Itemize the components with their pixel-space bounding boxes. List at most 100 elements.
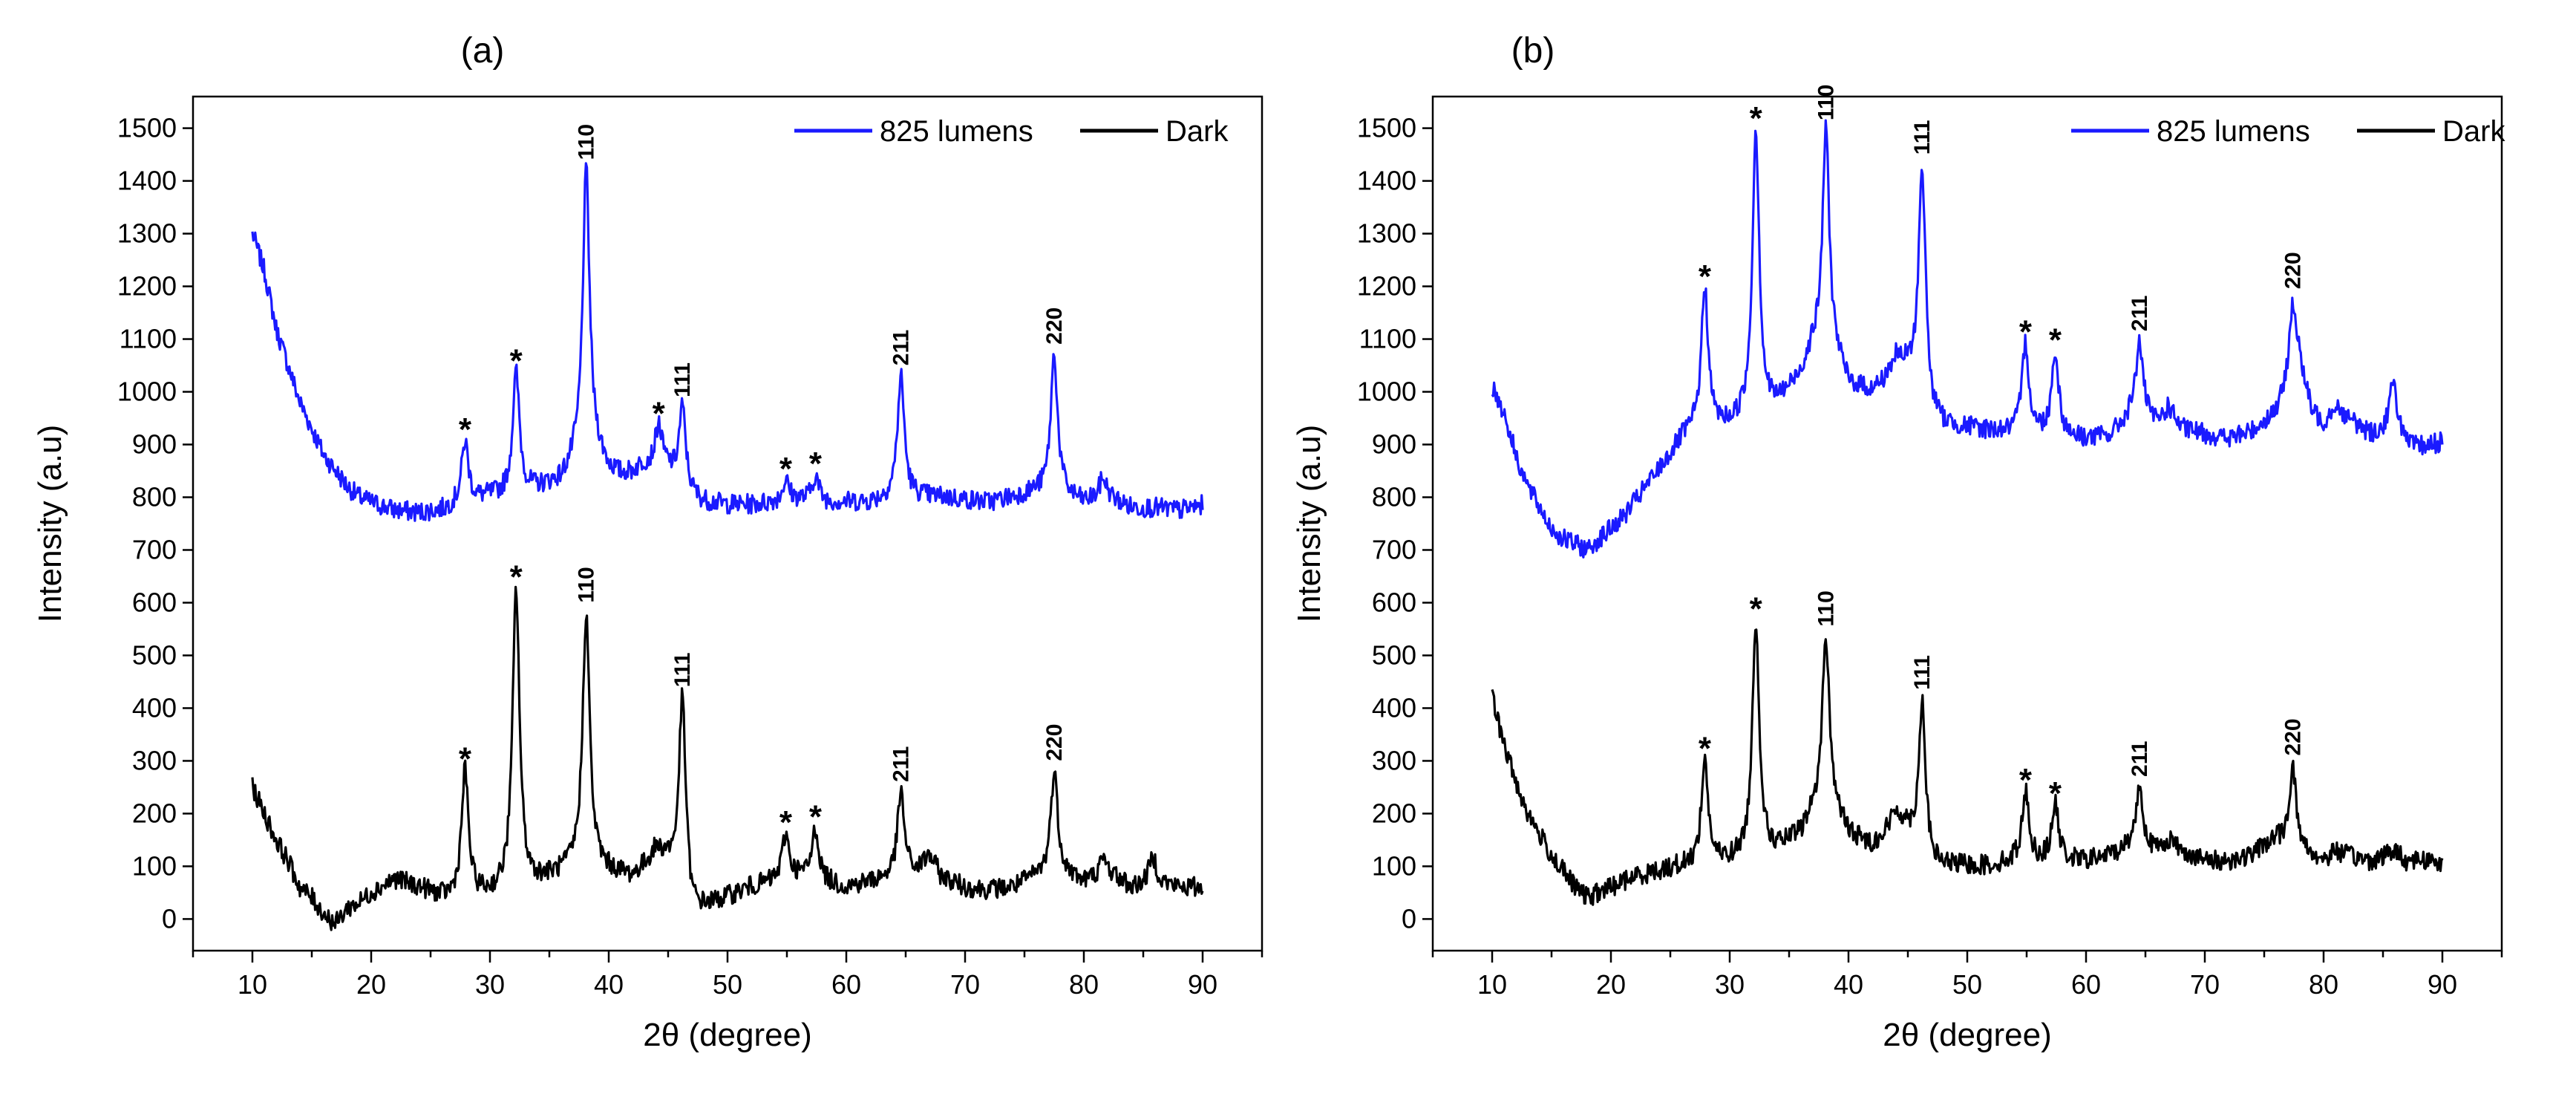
panel-b-peak-label-211: 211 — [2128, 296, 2152, 331]
panel-a-series-825-lumens — [251, 162, 1204, 522]
panel-b-y-tick-label: 1400 — [1357, 166, 1416, 196]
panel-a-y-tick-label: 900 — [132, 429, 177, 460]
panel-b-y-tick-label: 1000 — [1357, 377, 1416, 407]
panel-a-x-tick-label: 80 — [1069, 969, 1099, 1000]
panel-a-peak-label-211: 211 — [889, 746, 914, 782]
panel-b-x-tick-label: 60 — [2071, 969, 2101, 1000]
panel-b-y-tick-label: 0 — [1402, 903, 1416, 934]
panel-b-y-tick-label: 300 — [1372, 745, 1416, 775]
panel-b-legend-label-dark: Dark — [2442, 115, 2505, 148]
panel-b-peak-marker-star: * — [2049, 775, 2062, 812]
panel-b-peak-label-110: 110 — [1814, 85, 1839, 120]
panel-a-legend: 825 lumens Dark — [794, 115, 1229, 148]
panel-a-y-tick-label: 1200 — [117, 271, 177, 302]
panel-b-label: (b) — [1511, 31, 1555, 71]
panel-a-peak-marker-star: * — [809, 446, 823, 482]
panel-b-x-axis-title: 2θ (degree) — [1883, 1017, 2051, 1053]
panel-b-y-tick-label: 1300 — [1357, 218, 1416, 249]
panel-b-peak-marker-star: * — [1699, 730, 1712, 766]
panel-b-x-tick-label: 70 — [2190, 969, 2220, 1000]
panel-a-series — [251, 162, 1204, 931]
panel-b-x-tick-label: 50 — [1952, 969, 1982, 1000]
panel-a-y-tick-label: 500 — [132, 639, 177, 670]
panel-b-y-ticks: 0 100 200 300 400 500 600 700 800 900 1000 1100 1200… — [1357, 113, 1433, 934]
panel-b-peak-label-111: 111 — [1910, 120, 1935, 155]
panel-a-peak-marker-star: * — [459, 741, 472, 778]
panel-b-peak-marker-star: * — [2049, 322, 2062, 358]
panel-a-peak-marker-star: * — [653, 396, 666, 432]
panel-a-peak-label-220: 220 — [1042, 307, 1067, 345]
panel-a-x-tick-label: 30 — [475, 969, 505, 1000]
panel-a-peak-marker-star: * — [779, 804, 793, 841]
panel-a-label: (a) — [461, 31, 505, 71]
panel-a-y-tick-label: 800 — [132, 482, 177, 512]
panel-b-peak-marker-star: * — [1750, 100, 1763, 137]
panel-b-peak-label-110: 110 — [1814, 590, 1839, 626]
panel-a-peak-marker-star: * — [510, 343, 523, 380]
panel-a-peak-marker-star: * — [809, 799, 823, 836]
panel-b-peak-marker-star: * — [1750, 590, 1763, 627]
panel-a-y-tick-label: 100 — [132, 850, 177, 881]
panel-b-legend-label-825-lumens: 825 lumens — [2157, 115, 2310, 148]
panel-a-y-tick-label: 600 — [132, 587, 177, 617]
panel-b-y-tick-label: 100 — [1372, 850, 1416, 881]
panel-b-plot-frame — [1431, 95, 2503, 952]
panel-a-y-tick-label: 1100 — [120, 324, 177, 354]
panel-a-y-ticks: 0 100 200 300 400 500 600 700 800 900 1000 1100 1200… — [117, 113, 193, 934]
panel-b: (b) 10 20 30 40 50 60 70 80 90 0 100 200 300 400 500 6… — [1291, 31, 2505, 1053]
panel-a-series-dark — [251, 585, 1204, 931]
panel-b-series-825-lumens — [1491, 119, 2444, 559]
panel-b-x-tick-label: 40 — [1834, 969, 1863, 1000]
panel-a-peak-marker-star: * — [510, 559, 523, 596]
panel-a: (a) 10 20 30 40 50 60 70 80 90 0 100 200 300 400 500 6… — [32, 31, 1264, 1053]
panel-a-y-tick-label: 700 — [132, 534, 177, 564]
panel-b-y-tick-label: 600 — [1372, 587, 1416, 617]
panel-b-x-tick-label: 30 — [1715, 969, 1745, 1000]
panel-b-x-tick-label: 10 — [1477, 969, 1507, 1000]
panel-a-peak-label-220: 220 — [1042, 724, 1067, 761]
panel-a-x-tick-label: 20 — [356, 969, 386, 1000]
panel-a-y-tick-label: 400 — [132, 692, 177, 723]
panel-b-series — [1491, 119, 2444, 906]
panel-b-x-tick-label: 90 — [2428, 969, 2457, 1000]
panel-a-y-tick-label: 300 — [132, 745, 177, 775]
panel-b-y-tick-label: 1100 — [1359, 324, 1416, 354]
panel-a-y-axis-title: Intensity (a.u) — [32, 425, 68, 623]
panel-b-peak-marker-star: * — [2019, 314, 2033, 351]
panel-a-peak-marker-star: * — [779, 451, 793, 487]
panel-b-x-ticks: 10 20 30 40 50 60 70 80 90 — [1431, 951, 2503, 1000]
panel-a-plot-frame — [192, 95, 1264, 952]
panel-a-x-tick-label: 40 — [594, 969, 624, 1000]
panel-a-x-tick-label: 70 — [950, 969, 980, 1000]
panel-b-legend: 825 lumens Dark — [2071, 115, 2505, 148]
panel-b-y-tick-label: 200 — [1372, 798, 1416, 828]
panel-a-y-tick-label: 1000 — [117, 377, 177, 407]
panel-b-y-tick-label: 700 — [1372, 534, 1416, 564]
panel-b-peak-label-111: 111 — [1910, 655, 1935, 690]
panel-b-y-tick-label: 1200 — [1357, 271, 1416, 302]
panel-a-y-tick-label: 1400 — [117, 166, 177, 196]
panel-b-peak-label-211: 211 — [2128, 741, 2152, 777]
panel-a-x-tick-label: 60 — [831, 969, 861, 1000]
panel-b-peak-label-220: 220 — [2281, 252, 2305, 289]
panel-b-peak-marker-star: * — [1699, 258, 1712, 295]
panel-a-y-tick-label: 1500 — [117, 113, 177, 143]
panel-a-y-tick-label: 1300 — [117, 218, 177, 249]
panel-b-y-tick-label: 500 — [1372, 639, 1416, 670]
panel-b-y-tick-label: 800 — [1372, 482, 1416, 512]
panel-b-series-dark — [1491, 628, 2444, 906]
panel-b-peak-marker-star: * — [2019, 762, 2033, 798]
panel-a-y-tick-label: 200 — [132, 798, 177, 828]
panel-a-peak-label-211: 211 — [889, 330, 914, 365]
panel-a-peak-label-111: 111 — [670, 362, 695, 397]
panel-b-peak-label-220: 220 — [2281, 718, 2305, 755]
panel-a-legend-label-825-lumens: 825 lumens — [880, 115, 1033, 148]
panel-a-peak-marker-star: * — [459, 411, 472, 448]
panel-a-x-axis-title: 2θ (degree) — [643, 1017, 811, 1053]
panel-b-x-tick-label: 20 — [1596, 969, 1626, 1000]
panel-a-peak-label-110: 110 — [575, 567, 599, 602]
panel-a-x-ticks: 10 20 30 40 50 60 70 80 90 — [192, 951, 1264, 1000]
panel-a-legend-label-dark: Dark — [1166, 115, 1229, 148]
panel-b-y-axis-title: Intensity (a.u) — [1291, 425, 1327, 623]
